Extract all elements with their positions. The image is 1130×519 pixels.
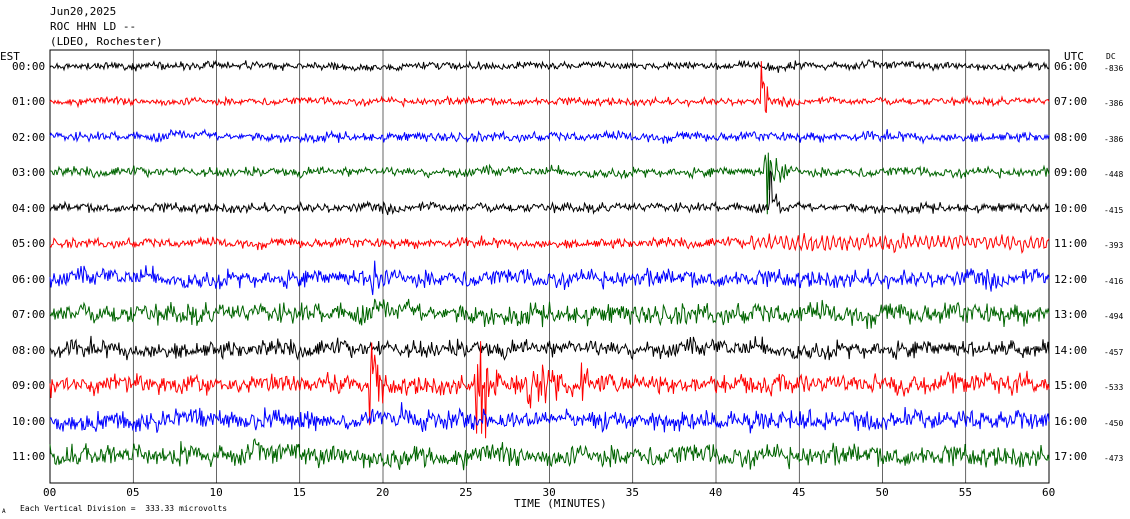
dc-value-2: -386	[1104, 134, 1124, 144]
trace-0900	[49, 341, 1050, 439]
est-label-2: 02:00	[12, 130, 46, 144]
utc-label-8: 14:00	[1054, 343, 1088, 357]
trace-1100	[49, 438, 1050, 471]
utc-label-6: 12:00	[1054, 272, 1088, 286]
utc-label-9: 15:00	[1054, 379, 1088, 393]
dc-value-3: -448	[1104, 170, 1124, 180]
x-tick-30: 30	[542, 486, 556, 499]
x-axis-title: TIME (MINUTES)	[514, 497, 607, 510]
trace-0200	[49, 128, 1050, 145]
est-label-4: 04:00	[12, 201, 46, 215]
utc-label-2: 08:00	[1054, 130, 1088, 144]
x-tick-40: 40	[709, 486, 723, 499]
est-label-10: 10:00	[12, 414, 46, 428]
x-tick-00: 00	[43, 486, 57, 499]
utc-label-4: 10:00	[1054, 201, 1088, 215]
x-tick-20: 20	[376, 486, 390, 499]
utc-label-10: 16:00	[1054, 414, 1088, 428]
utc-label-11: 17:00	[1054, 449, 1088, 463]
est-label-9: 09:00	[12, 379, 46, 393]
est-label-3: 03:00	[12, 166, 46, 180]
station-label: ROC HHN LD --	[50, 20, 137, 33]
est-label-1: 01:00	[12, 95, 46, 109]
utc-axis-label: UTC	[1064, 50, 1084, 63]
trace-0300	[49, 152, 1050, 215]
est-label-6: 06:00	[12, 272, 46, 286]
dc-value-8: -457	[1104, 347, 1124, 357]
est-label-5: 05:00	[12, 237, 46, 251]
dc-label: DC	[1106, 52, 1116, 61]
est-axis-label: EST	[0, 50, 20, 63]
scale-text: Each Vertical Division = 333.33 microvol…	[20, 504, 228, 513]
date-label: Jun20,2025	[50, 5, 117, 18]
utc-label-0: 06:00	[1054, 60, 1088, 73]
est-label-11: 11:00	[12, 449, 46, 463]
trace-0700	[49, 298, 1050, 330]
utc-label-7: 13:00	[1054, 308, 1088, 322]
trace-0600	[49, 260, 1050, 296]
est-label-8: 08:00	[12, 343, 46, 357]
trace-0000	[49, 59, 1050, 73]
trace-0400	[49, 170, 1050, 216]
utc-label-3: 09:00	[1054, 166, 1088, 180]
x-tick-25: 25	[459, 486, 473, 499]
dc-value-4: -415	[1104, 205, 1124, 215]
x-tick-35: 35	[625, 486, 639, 499]
x-tick-50: 50	[875, 486, 889, 499]
dc-value-5: -393	[1104, 241, 1124, 251]
x-tick-05: 05	[126, 486, 140, 499]
utc-label-5: 11:00	[1054, 237, 1088, 251]
x-tick-45: 45	[792, 486, 806, 499]
dc-value-10: -450	[1104, 418, 1124, 428]
network-label: (LDEO, Rochester)	[50, 35, 163, 48]
dc-value-1: -386	[1104, 99, 1124, 109]
trace-0800	[49, 335, 1050, 361]
utc-label-1: 07:00	[1054, 95, 1088, 109]
trace-0100	[49, 61, 1050, 114]
footer-mark: A	[2, 508, 6, 515]
dc-value-7: -494	[1104, 312, 1124, 322]
trace-1000	[49, 402, 1050, 434]
x-tick-55: 55	[958, 486, 972, 499]
dc-value-6: -416	[1104, 276, 1124, 286]
dc-value-0: -836	[1104, 64, 1124, 73]
trace-0500	[49, 232, 1050, 255]
x-tick-15: 15	[292, 486, 306, 499]
est-label-7: 07:00	[12, 308, 46, 322]
dc-value-11: -473	[1104, 453, 1124, 463]
dc-value-9: -533	[1104, 383, 1124, 393]
est-label-0: 00:00	[12, 60, 46, 73]
x-tick-10: 10	[209, 486, 223, 499]
x-tick-60: 60	[1042, 486, 1056, 499]
